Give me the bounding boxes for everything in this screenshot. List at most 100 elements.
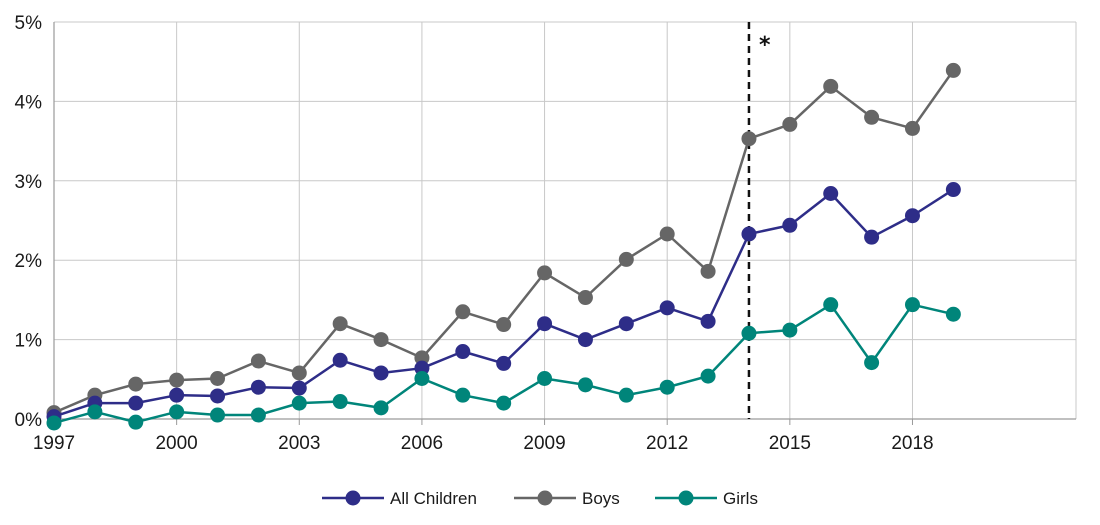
data-point-all-children [864, 229, 880, 245]
data-point-girls [823, 297, 839, 313]
data-point-all-children [250, 379, 266, 395]
series-boys [46, 62, 961, 421]
data-point-boys [210, 371, 226, 387]
legend-swatch-marker [537, 490, 553, 506]
data-point-girls [373, 400, 389, 416]
data-point-boys [291, 365, 307, 381]
data-point-boys [537, 265, 553, 281]
data-point-girls [618, 387, 634, 403]
y-tick-label: 2% [15, 251, 43, 272]
x-tick-label: 1997 [33, 433, 75, 454]
data-point-all-children [210, 388, 226, 404]
data-point-all-children [455, 344, 471, 360]
data-point-all-children [169, 387, 185, 403]
data-point-boys [823, 78, 839, 94]
data-point-all-children [373, 365, 389, 381]
legend-item-all-children: All Children [322, 489, 477, 508]
data-point-girls [46, 415, 62, 431]
grid-lines [54, 21, 1077, 419]
data-point-girls [700, 368, 716, 384]
legend: All Children Boys Girls [322, 489, 758, 508]
data-point-boys [455, 304, 471, 320]
data-point-all-children [537, 316, 553, 332]
legend-label: Girls [723, 489, 758, 508]
data-point-boys [945, 62, 961, 78]
tick-labels: 0% 1% 2% 3% 4% 5% 1997 2000 2003 2006 2009 2012 2015… [15, 13, 934, 454]
data-point-boys [169, 372, 185, 388]
data-point-boys [782, 116, 798, 132]
legend-item-boys: Boys [514, 489, 620, 508]
series-girls [46, 297, 961, 431]
x-tick-label: 2015 [769, 433, 811, 454]
data-point-girls [210, 407, 226, 423]
data-point-all-children [291, 380, 307, 396]
annotations: * [747, 22, 771, 419]
data-point-boys [864, 109, 880, 125]
data-point-girls [945, 306, 961, 322]
data-point-all-children [741, 226, 757, 242]
data-point-all-children [332, 352, 348, 368]
x-tick-label: 2000 [155, 433, 197, 454]
legend-item-girls: Girls [655, 489, 758, 508]
data-point-all-children [823, 186, 839, 202]
data-point-girls [659, 379, 675, 395]
data-point-girls [537, 371, 553, 387]
legend-swatch-marker [345, 490, 361, 506]
data-point-girls [332, 394, 348, 410]
x-tick-label: 2012 [646, 433, 688, 454]
y-tick-label: 5% [15, 13, 43, 34]
y-tick-label: 4% [15, 92, 43, 113]
data-point-girls [904, 297, 920, 313]
data-point-all-children [945, 182, 961, 198]
legend-label: All Children [390, 489, 477, 508]
data-point-girls [455, 387, 471, 403]
legend-swatch-marker [678, 490, 694, 506]
data-point-boys [659, 226, 675, 242]
y-tick-label: 1% [15, 331, 43, 352]
axes [53, 22, 1076, 425]
annotation-asterisk: * [759, 33, 771, 58]
x-tick-label: 2006 [401, 433, 443, 454]
data-point-boys [577, 290, 593, 306]
x-tick-label: 2009 [523, 433, 565, 454]
data-point-all-children [577, 332, 593, 348]
series-all-children [46, 182, 961, 425]
y-tick-label: 3% [15, 172, 43, 193]
data-point-boys [904, 120, 920, 136]
data-point-all-children [618, 316, 634, 332]
data-point-girls [250, 407, 266, 423]
data-point-all-children [414, 360, 430, 376]
series [46, 62, 961, 431]
data-point-girls [577, 377, 593, 393]
data-point-all-children [496, 355, 512, 371]
data-point-boys [250, 353, 266, 369]
y-tick-label: 0% [15, 410, 43, 431]
data-point-boys [414, 350, 430, 366]
data-point-all-children [659, 300, 675, 316]
data-point-all-children [128, 395, 144, 411]
x-tick-label: 2003 [278, 433, 320, 454]
data-point-girls [128, 414, 144, 430]
data-point-girls [291, 395, 307, 411]
data-point-boys [700, 263, 716, 279]
series-line-all-children [53, 188, 955, 418]
data-point-girls [87, 404, 103, 420]
data-point-girls [414, 371, 430, 387]
data-point-all-children [700, 313, 716, 329]
data-point-boys [332, 316, 348, 332]
data-point-all-children [782, 217, 798, 233]
data-point-girls [496, 395, 512, 411]
data-point-boys [128, 376, 144, 392]
data-point-boys [618, 251, 634, 267]
data-point-girls [741, 325, 757, 341]
data-point-boys [741, 131, 757, 147]
x-tick-label: 2018 [891, 433, 933, 454]
data-point-all-children [904, 208, 920, 224]
data-point-boys [496, 317, 512, 333]
legend-label: Boys [582, 489, 620, 508]
data-point-girls [782, 322, 798, 338]
data-point-girls [864, 355, 880, 371]
data-point-boys [373, 332, 389, 348]
data-point-girls [169, 404, 185, 420]
